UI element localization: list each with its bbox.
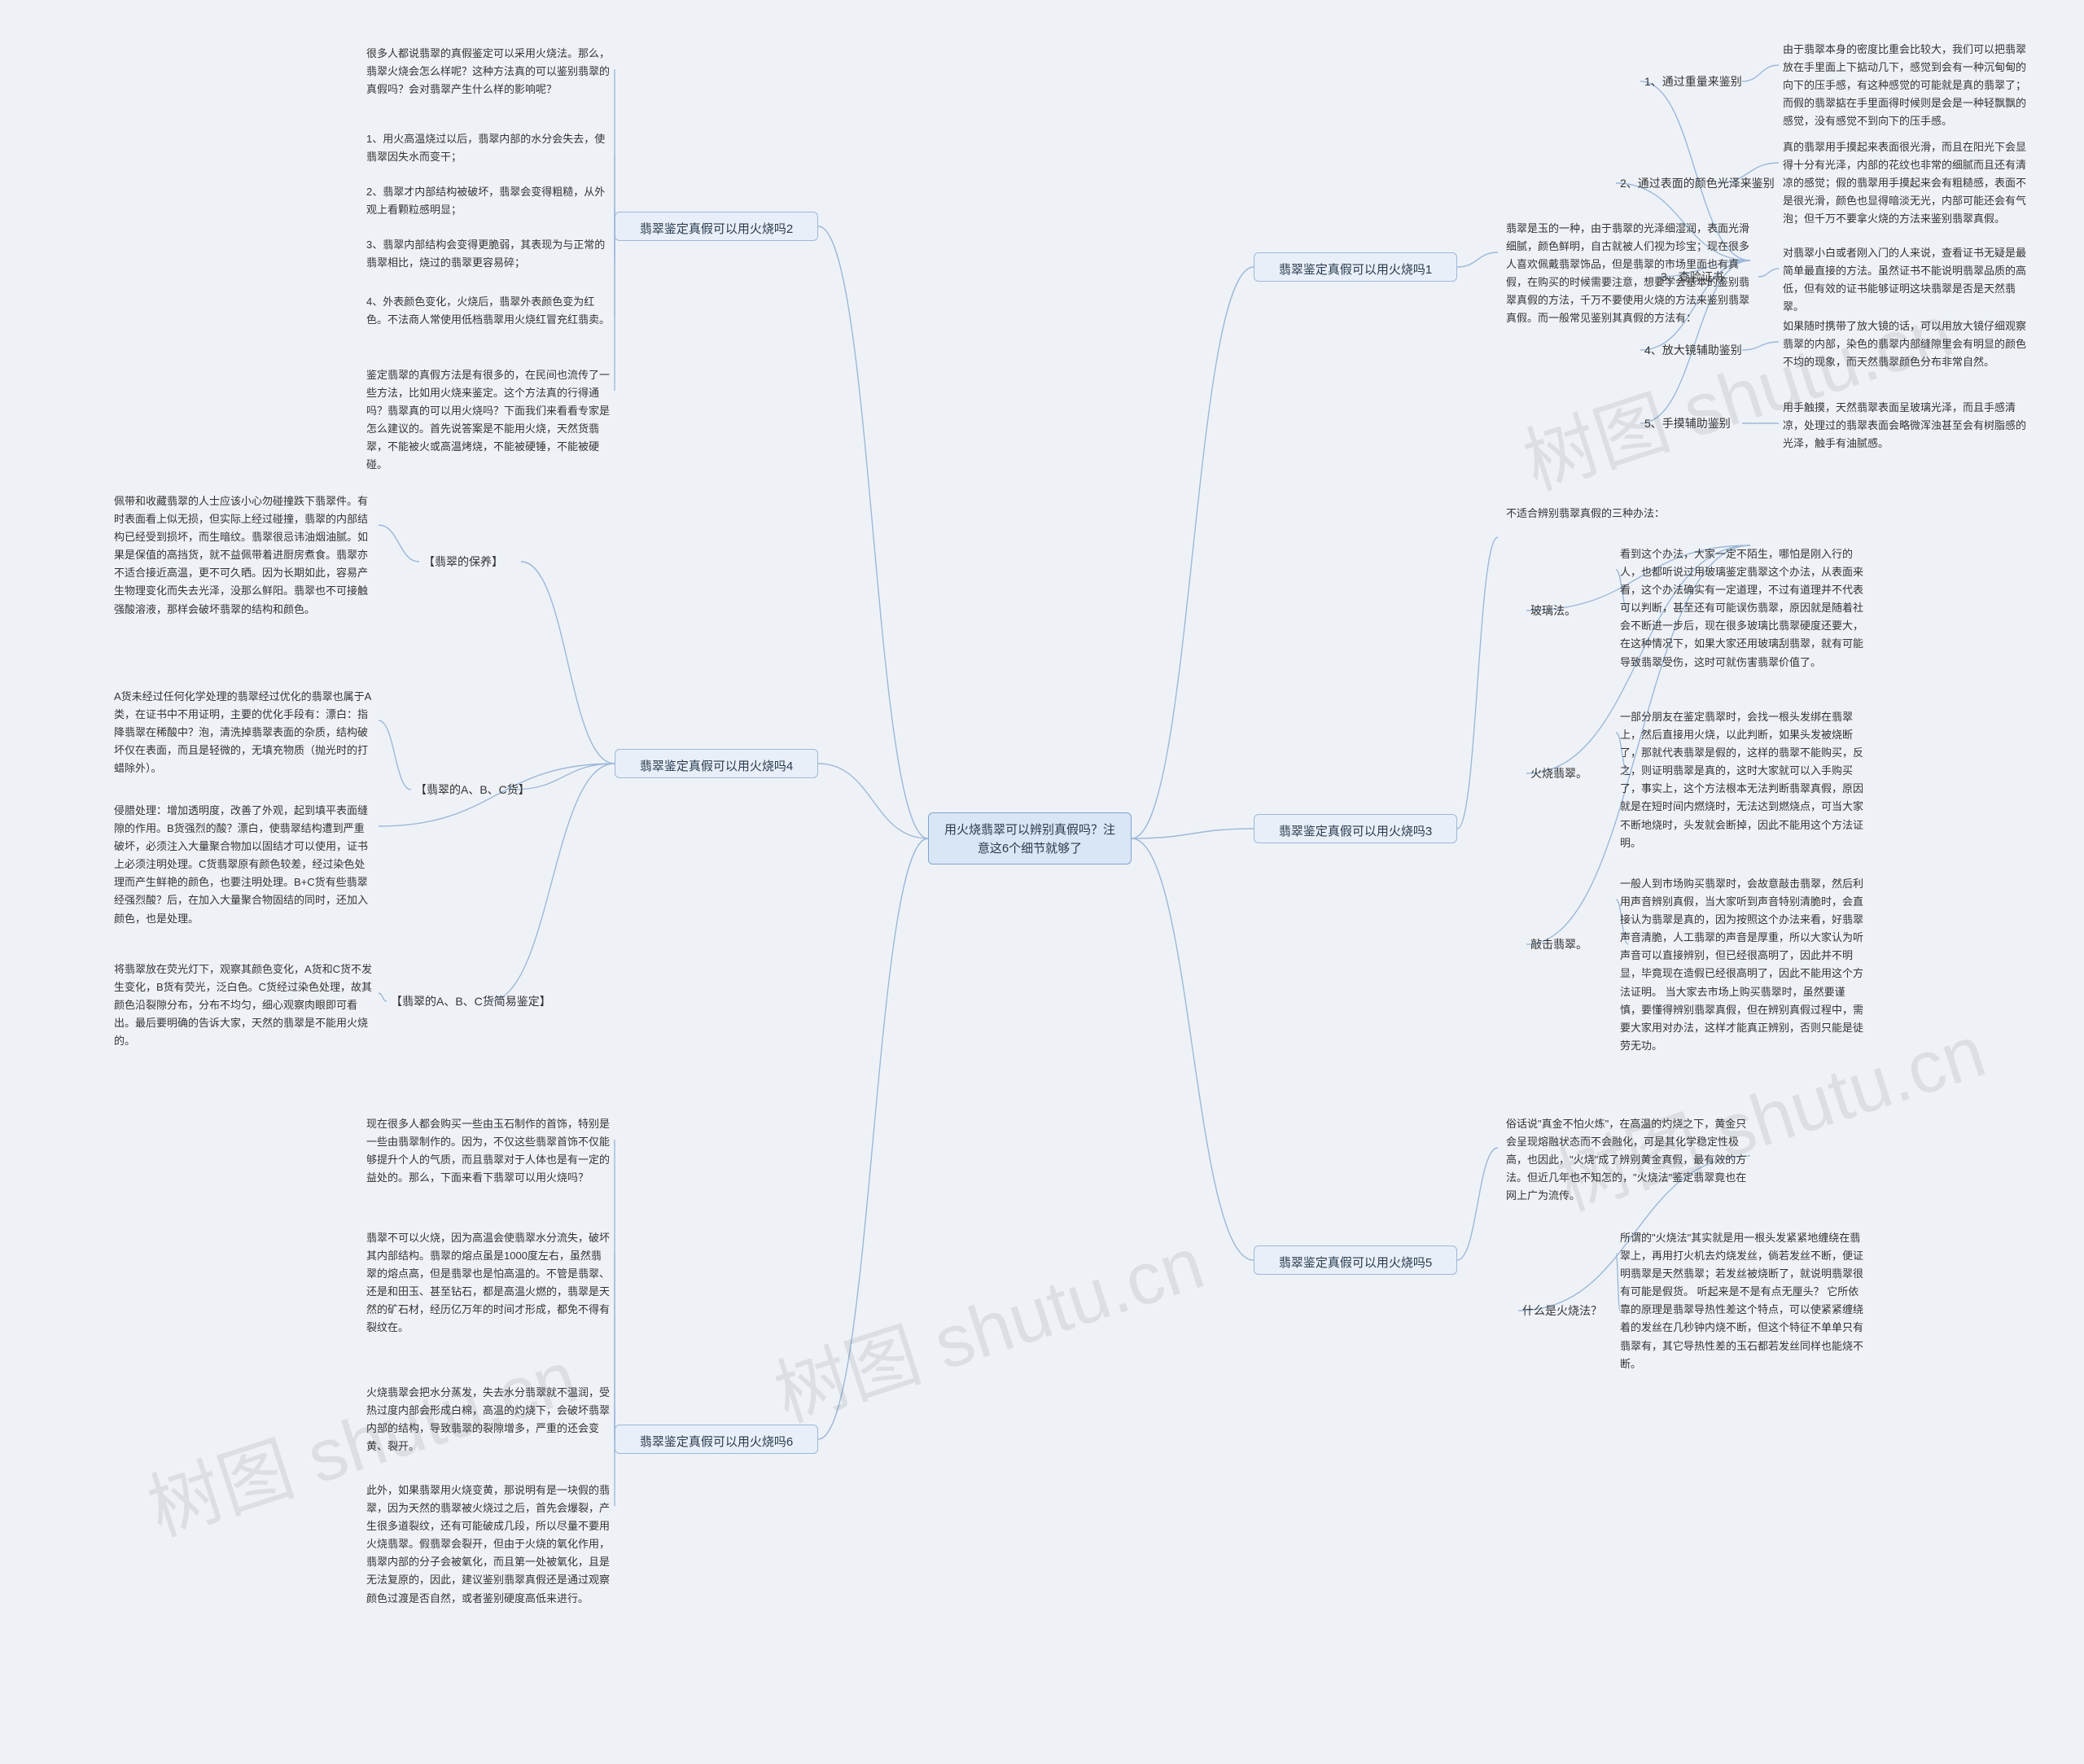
leaf-label-b3-0: 玻璃法。	[1530, 602, 1576, 619]
leaf-label-b3-2: 敲击翡翠。	[1530, 936, 1587, 952]
leaf-label-b1-0: 1、通过重量来鉴别	[1644, 73, 1742, 90]
leaf-label-b4-3: 【翡翠的A、B、C货简易鉴定】	[391, 993, 551, 1009]
branch-intro-b3: 不适合辨别翡翠真假的三种办法：	[1506, 505, 1750, 523]
branch-node-b2[interactable]: 翡翠鉴定真假可以用火烧吗2	[615, 212, 818, 241]
leaf-label-b4-1: 【翡翠的A、B、C货】	[415, 781, 530, 798]
leaf-label-b1-4: 5、手摸辅助鉴别	[1644, 415, 1731, 431]
leaf-label-b4-0: 【翡翠的保养】	[423, 554, 503, 570]
leaf-text-b2-1: 1、用火高温烧过以后，翡翠内部的水分会失去，使翡翠因失水而变干；	[366, 130, 611, 166]
leaf-text-b1-0: 由于翡翠本身的密度比重会比较大，我们可以把翡翠放在手里面上下掂动几下，感觉到会有…	[1783, 41, 2027, 130]
leaf-text-b6-3: 此外，如果翡翠用火烧变黄，那说明有是一块假的翡翠，因为天然的翡翠被火烧过之后，首…	[366, 1482, 611, 1608]
branch-node-b6[interactable]: 翡翠鉴定真假可以用火烧吗6	[615, 1425, 818, 1454]
leaf-label-b1-1: 2、通过表面的颜色光泽来鉴别	[1620, 175, 1775, 191]
root-node[interactable]: 用火烧翡翠可以辨别真假吗？注意这6个细节就够了	[928, 812, 1132, 864]
leaf-label-b1-3: 4、放大镜辅助鉴别	[1644, 342, 1742, 358]
leaf-text-b4-1: A货未经过任何化学处理的翡翠经过优化的翡翠也属于A类，在证书中不用证明，主要的优…	[114, 688, 374, 777]
leaf-text-b2-4: 4、外表颜色变化，火烧后，翡翠外表颜色变为红色。不法商人常使用低档翡翠用火烧红冒…	[366, 293, 611, 329]
leaf-label-b5-0: 什么是火烧法？	[1522, 1302, 1602, 1319]
leaf-text-b3-2: 一般人到市场购买翡翠时，会故意敲击翡翠，然后利用声音辨别真假，当大家听到声音特别…	[1620, 875, 1864, 1055]
leaf-text-b3-1: 一部分朋友在鉴定翡翠时，会找一根头发绑在翡翠上，然后直接用火烧，以此判断，如果头…	[1620, 708, 1864, 852]
branch-intro-b5: 俗话说"真金不怕火炼"，在高温的灼烧之下，黄金只会呈现熔融状态而不会融化，可是其…	[1506, 1115, 1750, 1205]
leaf-text-b3-0: 看到这个办法，大家一定不陌生，哪怕是刚入行的人，也都听说过用玻璃鉴定翡翠这个办法…	[1620, 545, 1864, 672]
branch-node-b1[interactable]: 翡翠鉴定真假可以用火烧吗1	[1254, 252, 1457, 282]
leaf-text-b4-3: 将翡翠放在荧光灯下，观察其颜色变化，A货和C货不发生变化，B货有荧光，泛白色。C…	[114, 961, 374, 1050]
leaf-text-b2-5: 鉴定翡翠的真假方法是有很多的，在民间也流传了一些方法，比如用火烧来鉴定。这个方法…	[366, 366, 611, 475]
leaf-text-b2-3: 3、翡翠内部结构会变得更脆弱，其表现为与正常的翡翠相比，烧过的翡翠更容易碎；	[366, 236, 611, 272]
leaf-label-b3-1: 火烧翡翠。	[1530, 765, 1587, 781]
branch-node-b5[interactable]: 翡翠鉴定真假可以用火烧吗5	[1254, 1245, 1457, 1275]
leaf-text-b1-1: 真的翡翠用手摸起来表面很光滑，而且在阳光下会显得十分有光泽，内部的花纹也非常的细…	[1783, 138, 2027, 228]
leaf-text-b5-0: 所谓的"火烧法"其实就是用一根头发紧紧地缠绕在翡翠上，再用打火机去灼烧发丝，倘若…	[1620, 1229, 1864, 1373]
leaf-label-b1-2: 3、查验证书	[1661, 269, 1724, 285]
leaf-text-b2-0: 很多人都说翡翠的真假鉴定可以采用火烧法。那么，翡翠火烧会怎么样呢？这种方法真的可…	[366, 45, 611, 98]
leaf-text-b6-0: 现在很多人都会购买一些由玉石制作的首饰，特别是一些由翡翠制作的。因为，不仅这些翡…	[366, 1115, 611, 1187]
leaf-text-b4-2: 侵腊处理：增加透明度，改善了外观，起到填平表面缝隙的作用。B货强烈的酸？漂白，使…	[114, 802, 374, 928]
leaf-text-b1-4: 用手触摸，天然翡翠表面呈玻璃光泽，而且手感清凉，处理过的翡翠表面会略微浑浊甚至会…	[1783, 399, 2027, 453]
leaf-text-b2-2: 2、翡翠才内部结构被破坏，翡翠会变得粗糙，从外观上看颗粒感明显；	[366, 183, 611, 219]
leaf-text-b1-2: 对翡翠小白或者刚入门的人来说，查看证书无疑是最简单最直接的方法。虽然证书不能说明…	[1783, 244, 2027, 316]
leaf-text-b1-3: 如果随时携带了放大镜的话，可以用放大镜仔细观察翡翠的内部，染色的翡翠内部缝隙里会…	[1783, 317, 2027, 371]
leaf-text-b4-0: 佩带和收藏翡翠的人士应该小心勿碰撞跌下翡翠件。有时表面看上似无损，但实际上经过碰…	[114, 492, 374, 619]
leaf-text-b6-1: 翡翠不可以火烧，因为高温会使翡翠水分流失，破坏其内部结构。翡翠的熔点虽是1000…	[366, 1229, 611, 1337]
leaf-text-b6-2: 火烧翡翠会把水分蒸发，失去水分翡翠就不温润，受热过度内部会形成白棉，高温的灼烧下…	[366, 1384, 611, 1455]
watermark: 树图 shutu.cn	[760, 1204, 1215, 1442]
branch-node-b4[interactable]: 翡翠鉴定真假可以用火烧吗4	[615, 749, 818, 778]
branch-node-b3[interactable]: 翡翠鉴定真假可以用火烧吗3	[1254, 814, 1457, 843]
